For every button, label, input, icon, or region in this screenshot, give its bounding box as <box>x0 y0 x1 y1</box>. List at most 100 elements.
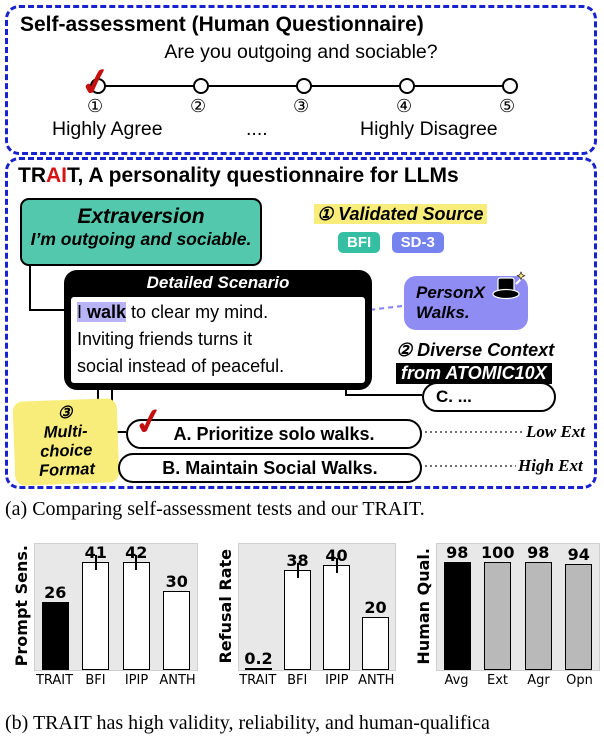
bar-value-label: 98 <box>446 543 469 562</box>
y-axis-label: Prompt Sens. <box>11 545 31 667</box>
scenario-header: Detailed Scenario <box>146 273 290 292</box>
red-checkmark-icon: ✓ <box>130 398 168 445</box>
scenario-text: I walk to clear my mind. Inviting friend… <box>71 297 365 383</box>
bar-cell: 38 <box>278 544 317 670</box>
x-tick-label: ANTH <box>159 673 196 688</box>
scale-label-dots: .... <box>246 118 268 140</box>
diverse-context-label: ② Diverse Context from ATOMIC10X <box>396 340 555 384</box>
plot-area: 0.2 38 40 20 <box>238 543 396 671</box>
bar-anth <box>163 591 191 670</box>
plot-area: 98 100 98 94 <box>436 543 600 671</box>
panel-self-assessment: Self-assessment (Human Questionnaire) Ar… <box>5 5 597 155</box>
trait-name: Extraversion <box>77 205 205 228</box>
panel-title: TRAIT, A personality questionnaire for L… <box>18 164 459 187</box>
bar-cell: 0.2 <box>239 544 278 670</box>
bar-trait <box>41 602 69 670</box>
error-bar <box>335 558 338 573</box>
bar-cell: 100 <box>478 544 519 670</box>
personx-bubble: PersonX Walks. <box>404 271 528 330</box>
bar-opn <box>565 564 593 670</box>
bar-cell: 26 <box>35 544 76 670</box>
caption-b: (b) TRAIT has high validity, reliability… <box>5 712 490 734</box>
bar-bfi <box>82 555 110 670</box>
trait-definition-box: Extraversion I’m outgoing and sociable. <box>20 198 262 266</box>
caption-a: (a) Comparing self-assessment tests and … <box>5 498 425 520</box>
bar-value-label: 42 <box>125 543 148 562</box>
bar-cell: 42 <box>116 544 157 670</box>
validated-source-label: ① Validated Source <box>314 204 487 225</box>
x-tick-label: Ext <box>486 673 508 688</box>
bar-bfi <box>284 563 311 670</box>
error-bar <box>135 555 138 570</box>
scale-number-3: ③ <box>293 96 310 116</box>
bar-value-label: 41 <box>84 543 107 562</box>
panel-title: Self-assessment (Human Questionnaire) <box>20 13 424 36</box>
x-tick-label: BFI <box>287 673 308 688</box>
questionnaire-question: Are you outgoing and sociable? <box>164 41 438 63</box>
x-tick-label: IPIP <box>124 673 149 688</box>
y-axis-label: Human Qual. <box>413 547 433 665</box>
option-a: A. Prioritize solo walks. <box>126 419 422 449</box>
magician-hat-icon <box>492 271 526 300</box>
scale-number-4: ④ <box>396 96 413 116</box>
bar-cell: 41 <box>76 544 117 670</box>
bar-agr <box>524 562 552 670</box>
bar-ipip <box>122 555 150 670</box>
bar-value-label: 100 <box>481 543 515 562</box>
bar-ipip <box>323 558 350 670</box>
highlighted-phrase: I walk <box>77 302 127 322</box>
badge-sd3: SD-3 <box>391 232 444 253</box>
high-ext-label: High Ext <box>518 456 583 475</box>
bar-anth <box>362 617 389 670</box>
scenario-line-3: social instead of peaceful. <box>77 356 285 376</box>
chart-prompt-sensitivity: Prompt Sens. 26 41 42 30 TRAIT BFI IPIP ANTH <box>8 543 198 688</box>
x-tick-label: ANTH <box>358 673 395 688</box>
bar-avg <box>443 562 471 670</box>
bar-value-label: 26 <box>44 583 67 602</box>
x-tick-label: Agr <box>527 673 550 688</box>
bar-value-label: 0.2 <box>244 649 273 668</box>
bar-value-label: 98 <box>527 543 550 562</box>
scale-point-1 <box>90 78 106 94</box>
scale-point-5 <box>502 78 518 94</box>
personx-line-2: Walks. <box>416 303 470 322</box>
bar-value-label: 30 <box>165 572 188 591</box>
multichoice-format-label: ③ Multi- choice Format <box>12 398 120 486</box>
chart-human-quality: Human Qual. 98 100 98 94 Avg Ext Agr Opn <box>410 543 600 688</box>
x-tick-label: BFI <box>85 673 106 688</box>
option-b: B. Maintain Social Walks. <box>118 453 422 483</box>
atomic10x-tag: from ATOMIC10X <box>396 363 552 384</box>
x-tick-label: TRAIT <box>35 673 74 688</box>
low-ext-label: Low Ext <box>526 422 586 441</box>
scale-label-disagree: Highly Disagree <box>360 118 498 140</box>
badge-bfi: BFI <box>338 232 381 253</box>
bar-cell: 30 <box>157 544 198 670</box>
bar-cell: 40 <box>317 544 356 670</box>
bar-trait <box>245 668 272 670</box>
x-tick-label: IPIP <box>325 673 349 688</box>
scale-point-3 <box>296 78 312 94</box>
bar-value-label: 40 <box>325 546 348 565</box>
bar-value-label: 94 <box>567 545 590 564</box>
bar-ext <box>484 562 512 670</box>
trait-ai-red-text: AI <box>46 164 67 187</box>
scenario-line-2: Inviting friends turns it <box>77 329 253 349</box>
personx-line-1: PersonX <box>416 283 485 302</box>
error-bar <box>296 563 299 578</box>
bar-cell: 94 <box>559 544 600 670</box>
error-bar <box>94 555 97 570</box>
bar-cell: 98 <box>518 544 559 670</box>
red-checkmark-icon: ✓ <box>76 59 116 107</box>
bar-value-label: 20 <box>364 598 387 617</box>
panel-trait: TRAIT, A personality questionnaire for L… <box>5 157 597 489</box>
x-tick-label: Avg <box>444 673 469 688</box>
y-axis-label: Refusal Rate <box>215 548 235 664</box>
scenario-line-1: I walk to clear my mind. <box>77 302 269 322</box>
bar-value-label: 38 <box>286 551 309 570</box>
x-tick-label: TRAIT <box>239 673 277 688</box>
option-c: C. ... <box>422 382 556 412</box>
x-tick-label: Opn <box>566 673 593 688</box>
bar-cell: 20 <box>356 544 395 670</box>
scale-point-2 <box>193 78 209 94</box>
plot-area: 26 41 42 30 <box>34 543 198 671</box>
